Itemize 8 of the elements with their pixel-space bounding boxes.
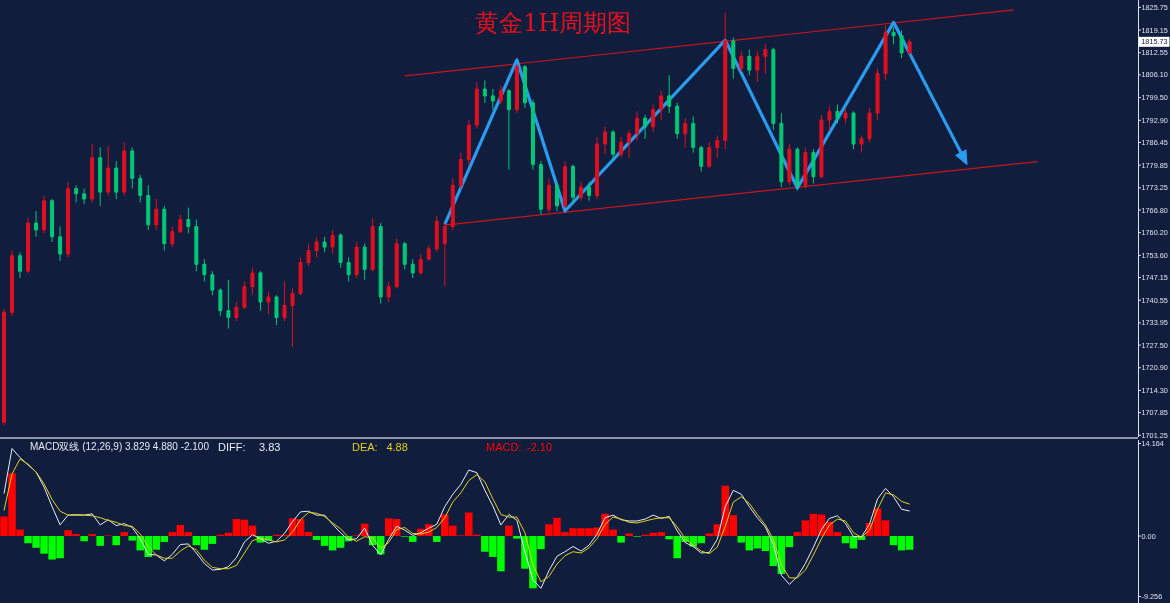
annotation: 3.83: [259, 441, 281, 453]
chart-title: 黄金1H周期图: [474, 9, 632, 37]
chart-title: MACD双线 (12,26,9) 3.829 4.880 -2.100: [30, 441, 210, 452]
annotation: 4.88: [386, 441, 408, 453]
annotation: -2.10: [527, 441, 553, 453]
text: DIFF:: [218, 441, 246, 453]
text: DEA:: [352, 441, 378, 453]
text: MACD:: [486, 441, 522, 453]
